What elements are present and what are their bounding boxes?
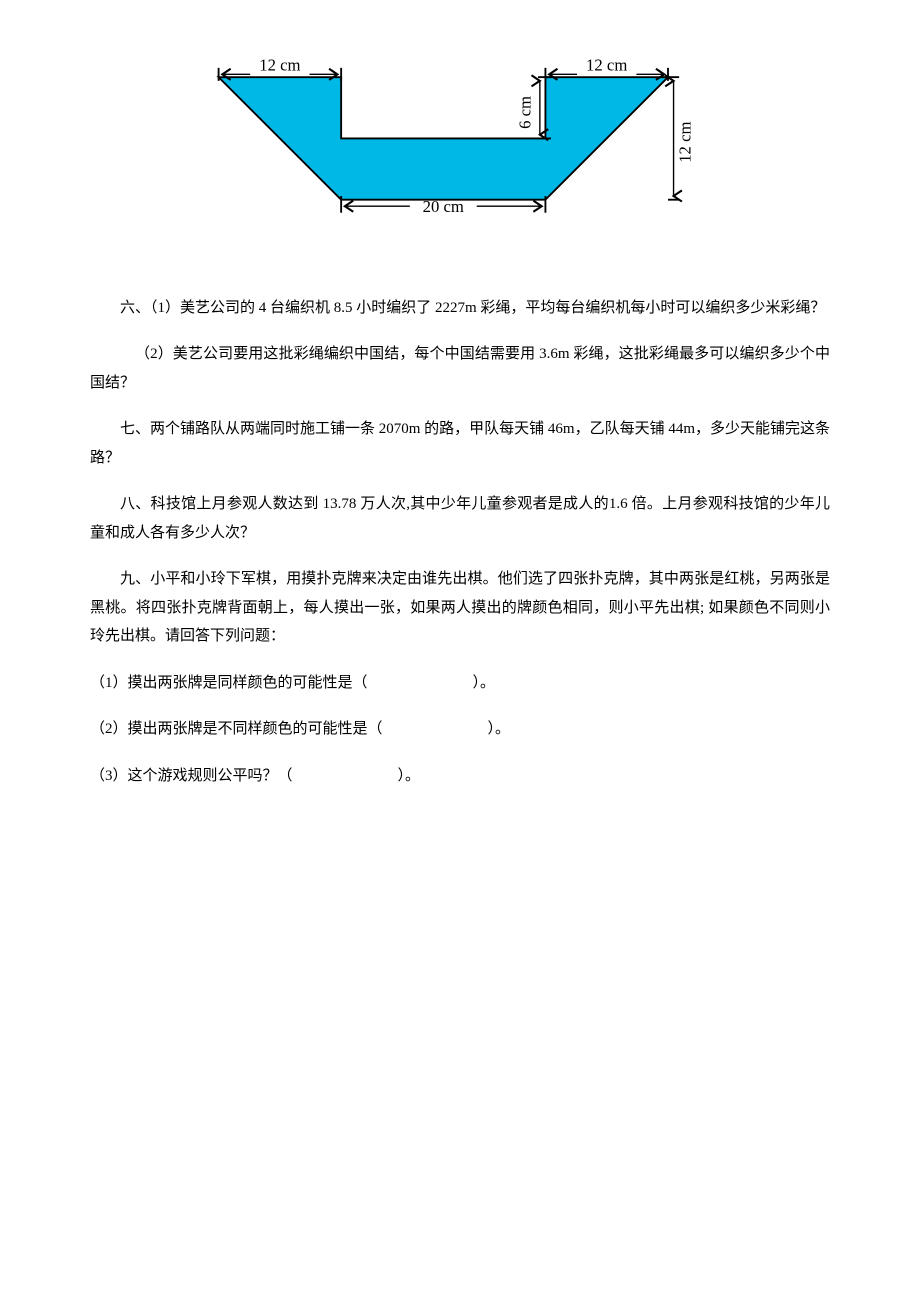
question-7: 七、两个铺路队从两端同时施工铺一条 2070m 的路，甲队每天铺 46m，乙队每…: [90, 415, 830, 472]
q9-2-pre: （2）摸出两张牌是不同样颜色的可能性是（: [90, 721, 383, 737]
question-9-1: （1）摸出两张牌是同样颜色的可能性是（ ）。: [90, 669, 830, 698]
dim-label-right-height: 12 cm: [675, 121, 694, 162]
dim-label-notch-height: 6 cm: [516, 96, 535, 129]
question-9-2: （2）摸出两张牌是不同样颜色的可能性是（ ）。: [90, 715, 830, 744]
q9-3-pre: （3）这个游戏规则公平吗？（: [90, 768, 293, 784]
question-9-stem: 九、小平和小玲下军棋，用摸扑克牌来决定由谁先出棋。他们选了四张扑克牌，其中两张是…: [90, 565, 830, 651]
q9-3-post: ）。: [398, 768, 421, 784]
question-6-1: 六、（1）美艺公司的 4 台编织机 8.5 小时编织了 2227m 彩绳，平均每…: [90, 294, 830, 323]
q9-1-post: ）。: [473, 675, 496, 691]
question-9-3: （3）这个游戏规则公平吗？（ ）。: [90, 762, 830, 791]
shape-fill: [219, 77, 668, 200]
q9-2-post: ）。: [488, 721, 511, 737]
question-8: 八、科技馆上月参观人数达到 13.78 万人次,其中少年儿童参观者是成人的1.6…: [90, 490, 830, 547]
dim-label-top-right: 12 cm: [586, 56, 627, 75]
page-root: 12 cm 12 cm 6 cm 12 cm 20 cm 六、（: [0, 0, 920, 1302]
q9-1-pre: （1）摸出两张牌是同样颜色的可能性是（: [90, 675, 368, 691]
question-6-2: （2）美艺公司要用这批彩绳编织中国结，每个中国结需要用 3.6m 彩绳，这批彩绳…: [90, 340, 830, 397]
trapezoid-diagram: 12 cm 12 cm 6 cm 12 cm 20 cm: [200, 40, 720, 254]
dim-label-bottom: 20 cm: [423, 197, 464, 216]
dim-label-top-left: 12 cm: [259, 56, 300, 75]
diagram-container: 12 cm 12 cm 6 cm 12 cm 20 cm: [90, 40, 830, 254]
